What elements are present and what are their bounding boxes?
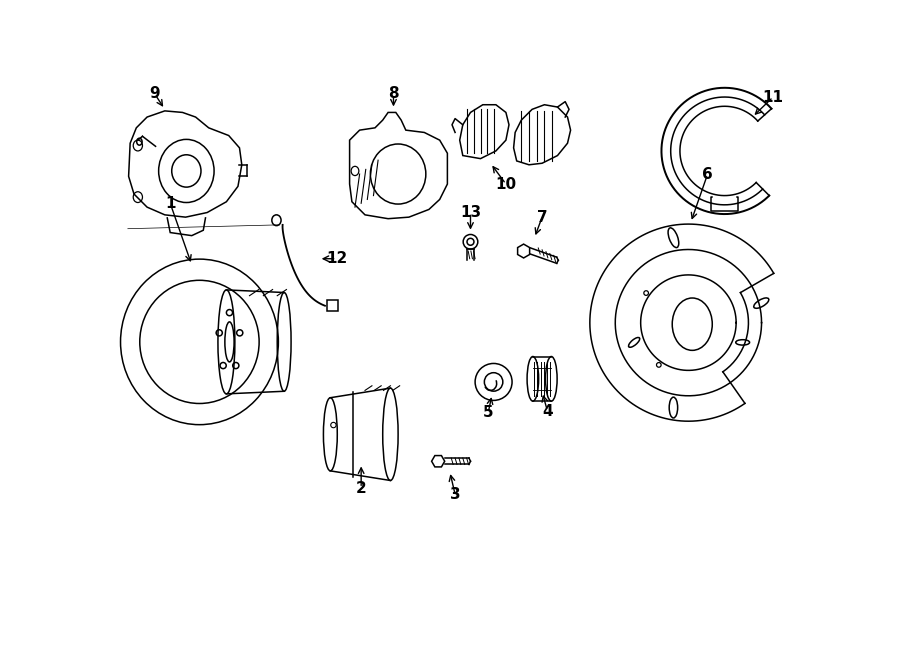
Text: 7: 7 [536,210,547,225]
Text: 1: 1 [165,196,176,211]
Text: 6: 6 [702,167,713,182]
Text: 5: 5 [483,405,493,420]
Text: 13: 13 [460,205,482,220]
Text: 8: 8 [388,87,399,101]
Text: 4: 4 [542,404,553,418]
Text: 10: 10 [495,176,517,192]
Text: 12: 12 [326,251,347,266]
Text: 3: 3 [450,487,461,502]
Text: 2: 2 [356,481,366,496]
Text: 9: 9 [149,87,160,101]
Text: 11: 11 [762,89,784,104]
